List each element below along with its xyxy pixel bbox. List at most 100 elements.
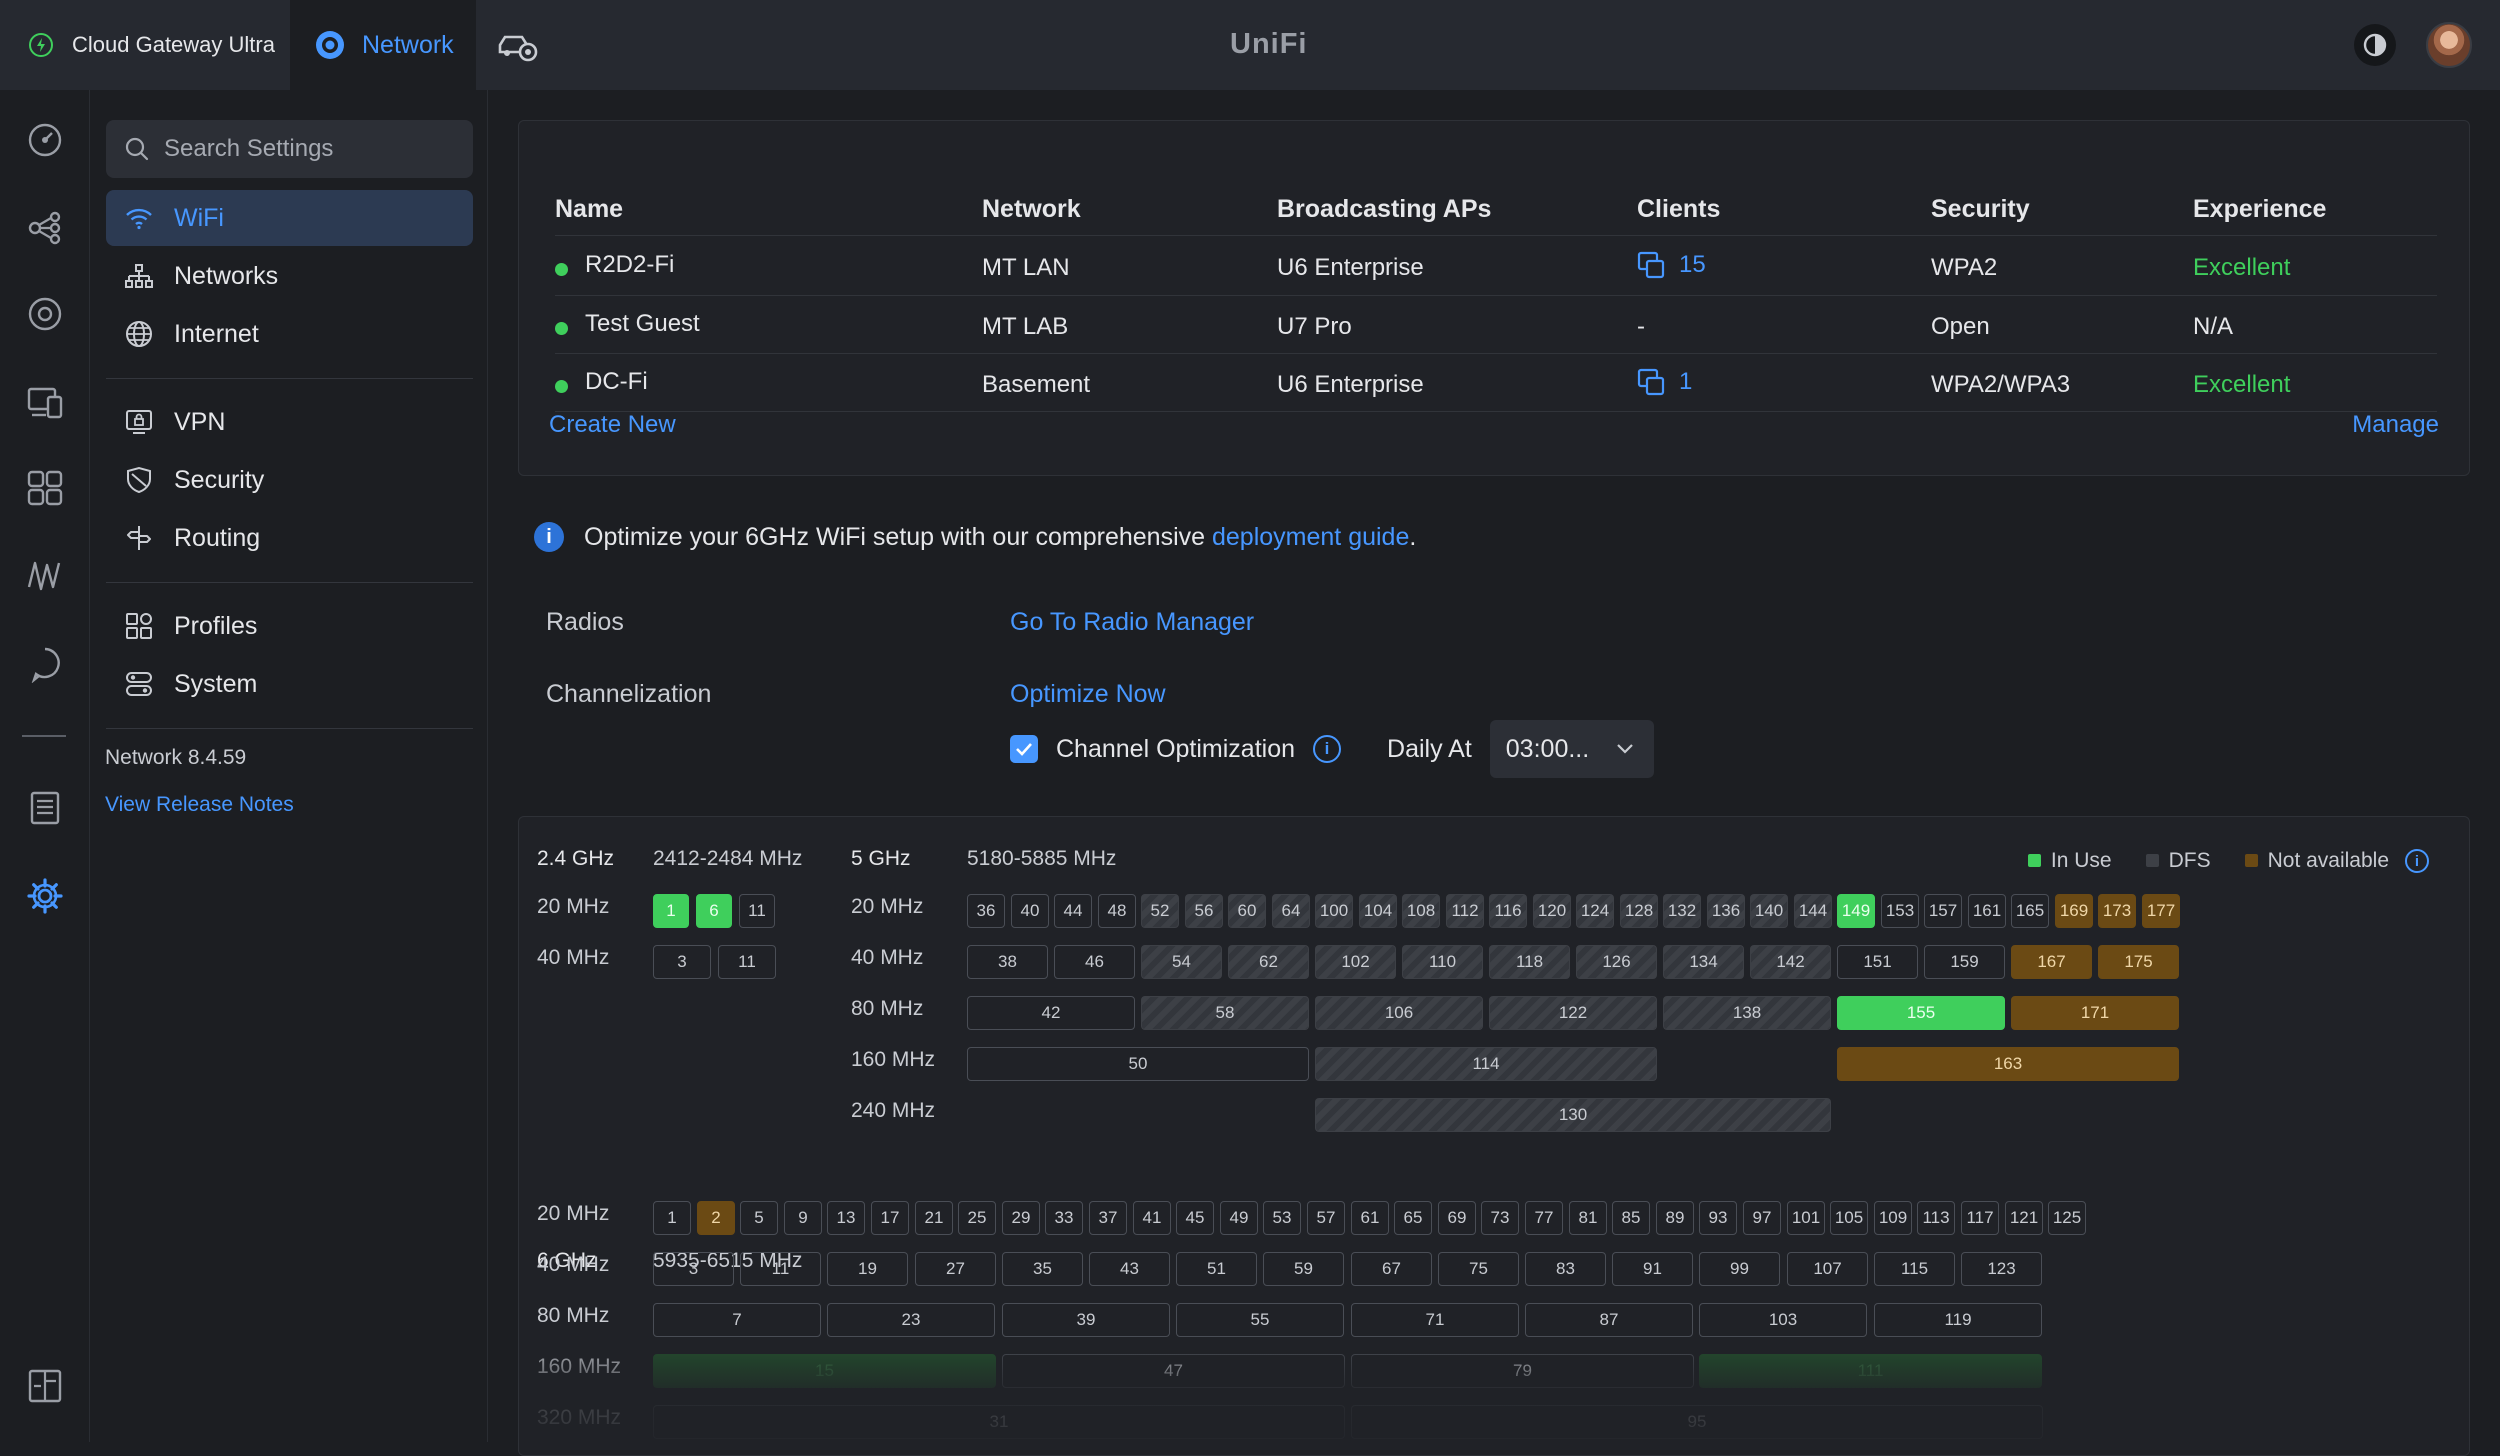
channel-138[interactable]: 138 <box>1663 996 1831 1030</box>
channel-optimization-checkbox[interactable] <box>1010 735 1038 763</box>
channel-117[interactable]: 117 <box>1961 1201 1999 1235</box>
channel-155[interactable]: 155 <box>1837 996 2005 1030</box>
channel-25[interactable]: 25 <box>958 1201 996 1235</box>
radio-manager-link[interactable]: Go To Radio Manager <box>1010 608 1255 636</box>
channel-126[interactable]: 126 <box>1576 945 1657 979</box>
channel-36[interactable]: 36 <box>967 894 1005 928</box>
channel-65[interactable]: 65 <box>1394 1201 1432 1235</box>
channel-56[interactable]: 56 <box>1185 894 1223 928</box>
channel-48[interactable]: 48 <box>1098 894 1136 928</box>
channel-87[interactable]: 87 <box>1525 1303 1693 1337</box>
channel-59[interactable]: 59 <box>1263 1252 1344 1286</box>
channel-85[interactable]: 85 <box>1612 1201 1650 1235</box>
channel-153[interactable]: 153 <box>1881 894 1919 928</box>
channel-113[interactable]: 113 <box>1917 1201 1955 1235</box>
channel-107[interactable]: 107 <box>1787 1252 1868 1286</box>
channel-91[interactable]: 91 <box>1612 1252 1693 1286</box>
support-icon[interactable] <box>25 644 65 684</box>
channel-149[interactable]: 149 <box>1837 894 1875 928</box>
channel-169[interactable]: 169 <box>2055 894 2093 928</box>
channel-119[interactable]: 119 <box>1874 1303 2042 1337</box>
unifi-devices-icon[interactable] <box>25 294 65 334</box>
sidebar-item-internet[interactable]: Internet <box>106 306 473 362</box>
channel-61[interactable]: 61 <box>1351 1201 1389 1235</box>
channel-17[interactable]: 17 <box>871 1201 909 1235</box>
channel-165[interactable]: 165 <box>2011 894 2049 928</box>
channel-159[interactable]: 159 <box>1924 945 2005 979</box>
channel-151[interactable]: 151 <box>1837 945 1918 979</box>
channel-110[interactable]: 110 <box>1402 945 1483 979</box>
channel-29[interactable]: 29 <box>1002 1201 1040 1235</box>
channel-123[interactable]: 123 <box>1961 1252 2042 1286</box>
sidebar-item-vpn[interactable]: VPN <box>106 394 473 450</box>
channel-167[interactable]: 167 <box>2011 945 2092 979</box>
channel-41[interactable]: 41 <box>1133 1201 1171 1235</box>
deployment-guide-link[interactable]: deployment guide <box>1212 522 1410 551</box>
client-devices-icon[interactable] <box>25 382 65 422</box>
channel-75[interactable]: 75 <box>1438 1252 1519 1286</box>
column-header-security[interactable]: Security <box>1931 195 2030 223</box>
channel-103[interactable]: 103 <box>1699 1303 1867 1337</box>
search-input[interactable] <box>164 135 454 163</box>
channel-144[interactable]: 144 <box>1794 894 1832 928</box>
search-box[interactable] <box>106 120 473 178</box>
channel-173[interactable]: 173 <box>2098 894 2136 928</box>
channel-161[interactable]: 161 <box>1968 894 2006 928</box>
channel-58[interactable]: 58 <box>1141 996 1309 1030</box>
channel-39[interactable]: 39 <box>1002 1303 1170 1337</box>
sidebar-item-networks[interactable]: Networks <box>106 248 473 304</box>
table-row[interactable]: DC-Fi Basement U6 Enterprise 1 WPA2/WPA3… <box>519 354 2471 412</box>
channel-45[interactable]: 45 <box>1176 1201 1214 1235</box>
channel-83[interactable]: 83 <box>1525 1252 1606 1286</box>
sidebar-item-routing[interactable]: Routing <box>106 510 473 566</box>
channel-9[interactable]: 9 <box>784 1201 822 1235</box>
channel-116[interactable]: 116 <box>1489 894 1527 928</box>
channel-109[interactable]: 109 <box>1874 1201 1912 1235</box>
channel-47[interactable]: 47 <box>1002 1354 1345 1388</box>
channel-60[interactable]: 60 <box>1228 894 1266 928</box>
daily-time-select[interactable]: 03:00... <box>1489 720 1654 778</box>
apps-icon[interactable] <box>25 468 65 508</box>
channel-71[interactable]: 71 <box>1351 1303 1519 1337</box>
wifi-clients[interactable]: 15 <box>1637 251 1706 279</box>
channel-108[interactable]: 108 <box>1402 894 1440 928</box>
channel-112[interactable]: 112 <box>1446 894 1484 928</box>
channel-125[interactable]: 125 <box>2048 1201 2086 1235</box>
channel-134[interactable]: 134 <box>1663 945 1744 979</box>
channel-42[interactable]: 42 <box>967 996 1135 1030</box>
channel-132[interactable]: 132 <box>1663 894 1701 928</box>
channel-11[interactable]: 11 <box>740 1252 821 1286</box>
channel-31[interactable]: 31 <box>653 1405 1345 1439</box>
channel-50[interactable]: 50 <box>967 1047 1309 1081</box>
channel-46[interactable]: 46 <box>1054 945 1135 979</box>
column-header-experience[interactable]: Experience <box>2193 195 2327 223</box>
channel-157[interactable]: 157 <box>1924 894 1962 928</box>
channel-81[interactable]: 81 <box>1569 1201 1607 1235</box>
device-switcher[interactable]: Cloud Gateway Ultra <box>0 0 275 90</box>
channel-57[interactable]: 57 <box>1307 1201 1345 1235</box>
channel-40[interactable]: 40 <box>1011 894 1049 928</box>
optimize-now-link[interactable]: Optimize Now <box>1010 680 1166 708</box>
sidebar-item-security[interactable]: Security <box>106 452 473 508</box>
channel-3[interactable]: 3 <box>653 945 711 979</box>
channel-44[interactable]: 44 <box>1054 894 1092 928</box>
channel-7[interactable]: 7 <box>653 1303 821 1337</box>
channel-2[interactable]: 2 <box>697 1201 735 1235</box>
channel-79[interactable]: 79 <box>1351 1354 1694 1388</box>
channel-11[interactable]: 11 <box>718 945 776 979</box>
channel-64[interactable]: 64 <box>1272 894 1310 928</box>
channel-54[interactable]: 54 <box>1141 945 1222 979</box>
topology-icon[interactable] <box>25 208 65 248</box>
channel-175[interactable]: 175 <box>2098 945 2179 979</box>
insights-icon[interactable] <box>25 556 65 596</box>
app-tab-network[interactable]: Network <box>290 0 476 90</box>
channel-1[interactable]: 1 <box>653 1201 691 1235</box>
channel-100[interactable]: 100 <box>1315 894 1353 928</box>
site-manager-button[interactable] <box>496 26 540 66</box>
info-icon[interactable]: i <box>2405 849 2429 873</box>
channel-114[interactable]: 114 <box>1315 1047 1657 1081</box>
release-notes-link[interactable]: View Release Notes <box>105 793 294 816</box>
channel-35[interactable]: 35 <box>1002 1252 1083 1286</box>
channel-97[interactable]: 97 <box>1743 1201 1781 1235</box>
channel-43[interactable]: 43 <box>1089 1252 1170 1286</box>
